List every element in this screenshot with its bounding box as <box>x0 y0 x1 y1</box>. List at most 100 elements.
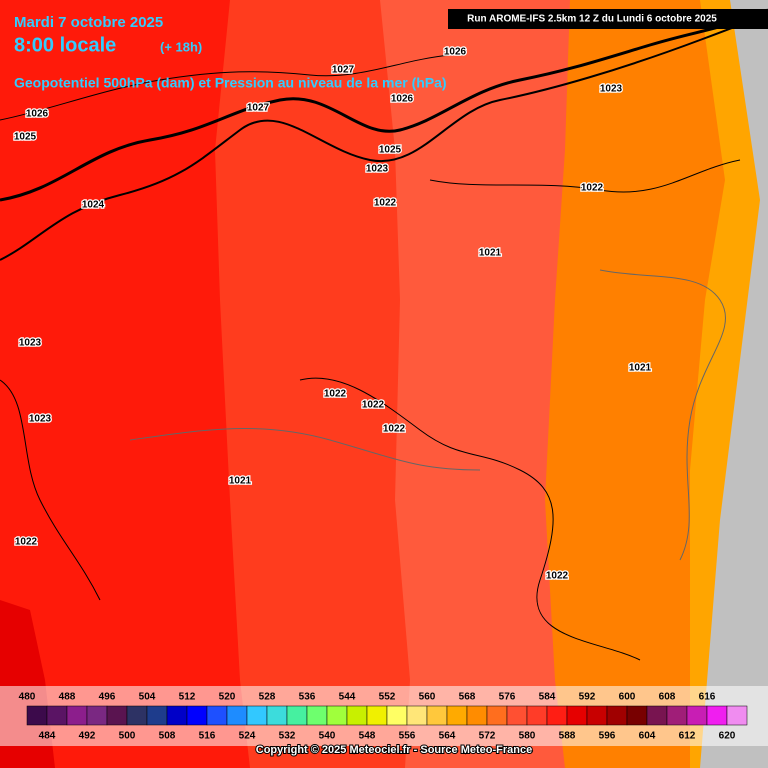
legend-swatch <box>566 705 588 726</box>
legend-label: 580 <box>519 731 536 742</box>
isobar-label: 1023 <box>29 414 52 425</box>
legend-swatch <box>46 705 68 726</box>
legend-swatch <box>666 705 688 726</box>
isobar-label: 1023 <box>19 338 42 349</box>
legend-label: 520 <box>219 692 236 703</box>
isobar-label: 1026 <box>391 94 414 105</box>
isobar-label: 1022 <box>546 571 569 582</box>
legend-swatch <box>506 705 528 726</box>
isobar <box>299 377 641 661</box>
date: Mardi 7 octobre 2025 <box>14 14 163 31</box>
legend-swatch <box>406 705 428 726</box>
isobar-label: 1023 <box>600 84 623 95</box>
isobar-label: 1022 <box>581 183 604 194</box>
legend-swatch <box>206 705 228 726</box>
border <box>599 269 726 561</box>
legend-swatch <box>366 705 388 726</box>
run-info: Run AROME-IFS 2.5km 12 Z du Lundi 6 octo… <box>467 14 717 25</box>
border <box>129 427 481 471</box>
legend-swatch <box>466 705 488 726</box>
legend-label: 568 <box>459 692 476 703</box>
legend-swatch <box>266 705 288 726</box>
copyright: Copyright © 2025 Meteociel.fr - Source M… <box>256 744 532 756</box>
legend-label: 588 <box>559 731 576 742</box>
legend-label: 556 <box>399 731 416 742</box>
legend-label: 572 <box>479 731 496 742</box>
isobar <box>429 159 741 193</box>
legend-label: 488 <box>59 692 76 703</box>
legend-swatch <box>66 705 88 726</box>
isobar-label: 1021 <box>629 363 652 374</box>
isobar <box>0 54 451 121</box>
legend-swatch <box>86 705 108 726</box>
legend-swatch <box>146 705 168 726</box>
legend-label: 544 <box>339 692 356 703</box>
legend-label: 604 <box>639 731 656 742</box>
legend-swatch <box>426 705 448 726</box>
legend-label: 616 <box>699 692 716 703</box>
run-box <box>448 9 768 29</box>
legend-swatch <box>726 705 748 726</box>
legend-label: 560 <box>419 692 436 703</box>
isobar-thick <box>0 8 768 202</box>
legend-swatch <box>346 705 368 726</box>
legend-swatch <box>386 705 408 726</box>
isobar-labels: 1026 1027 1026 1023 1026 1025 1027 1025 1023 1022… <box>13 45 653 583</box>
isobar-label: 1022 <box>324 389 347 400</box>
isobar <box>0 14 768 261</box>
isobar-label: 1027 <box>332 65 355 76</box>
legend-swatch <box>226 705 248 726</box>
legend-label: 500 <box>119 731 136 742</box>
isobar-label: 1021 <box>479 248 502 259</box>
legend-swatch <box>706 705 728 726</box>
legend-swatch <box>606 705 628 726</box>
legend-label: 508 <box>159 731 176 742</box>
legend-label: 596 <box>599 731 616 742</box>
legend-label: 600 <box>619 692 636 703</box>
legend-swatch <box>186 705 208 726</box>
legend-label: 516 <box>199 731 216 742</box>
legend-label: 512 <box>179 692 196 703</box>
legend-label: 492 <box>79 731 96 742</box>
legend-swatch <box>126 705 148 726</box>
legend-swatch <box>586 705 608 726</box>
map-title: Geopotentiel 500hPa (dam) et Pression au… <box>14 75 447 91</box>
time: 8:00 locale <box>14 34 116 56</box>
legend-swatch <box>446 705 468 726</box>
legend-swatch <box>686 705 708 726</box>
legend-swatch <box>326 705 348 726</box>
isobar-label: 1025 <box>379 145 402 156</box>
isobar-label: 1026 <box>26 109 49 120</box>
isobar-label: 1022 <box>362 400 385 411</box>
legend-label: 620 <box>719 731 736 742</box>
isobar-label: 1023 <box>366 164 389 175</box>
legend-label: 584 <box>539 692 556 703</box>
legend-label: 564 <box>439 731 456 742</box>
legend-label: 484 <box>39 731 56 742</box>
isobar-label: 1026 <box>444 47 467 58</box>
legend-label: 552 <box>379 692 396 703</box>
legend-swatch <box>526 705 548 726</box>
isobar-label: 1022 <box>15 537 38 548</box>
legend: 480 484 488 492 496 500 504 508 512 516 520 524 528 5… <box>19 692 748 742</box>
legend-swatch <box>646 705 668 726</box>
legend-swatch <box>26 705 48 726</box>
lead-time: (+ 18h) <box>160 39 202 54</box>
legend-label: 576 <box>499 692 516 703</box>
legend-swatch <box>106 705 128 726</box>
legend-label: 612 <box>679 731 696 742</box>
legend-label: 608 <box>659 692 676 703</box>
legend-label: 504 <box>139 692 156 703</box>
legend-label: 536 <box>299 692 316 703</box>
legend-label: 540 <box>319 731 336 742</box>
legend-label: 532 <box>279 731 296 742</box>
legend-swatch <box>166 705 188 726</box>
legend-swatch <box>546 705 568 726</box>
legend-swatch <box>306 705 328 726</box>
isobar <box>0 379 101 601</box>
isobar-label: 1025 <box>14 132 37 143</box>
legend-swatch <box>286 705 308 726</box>
legend-label: 592 <box>579 692 596 703</box>
legend-label: 480 <box>19 692 36 703</box>
